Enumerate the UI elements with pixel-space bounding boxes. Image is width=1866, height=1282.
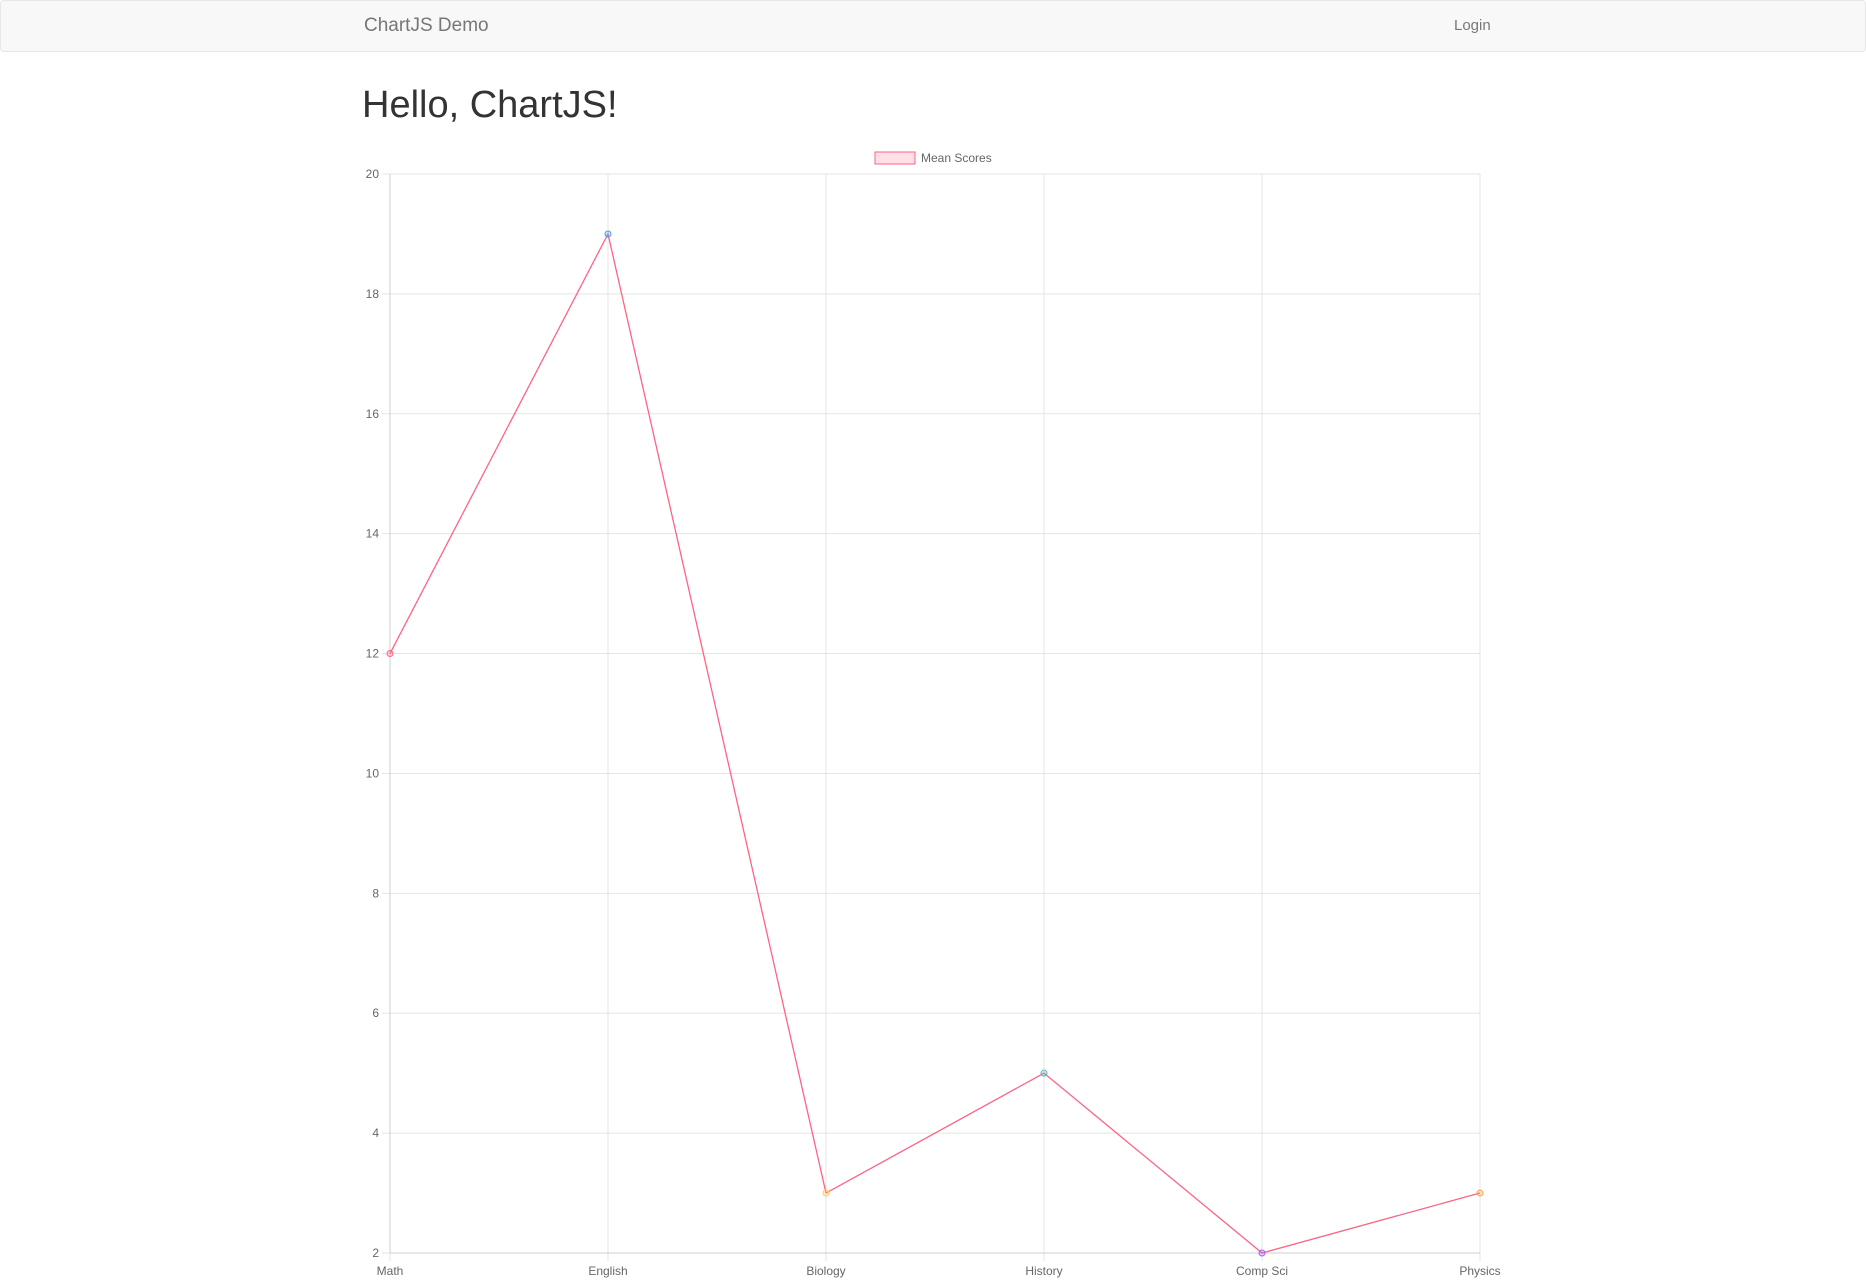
y-tick-label: 12 — [366, 647, 380, 661]
y-tick-label: 10 — [366, 766, 380, 780]
data-point — [1258, 1249, 1266, 1257]
data-point — [1476, 1189, 1484, 1197]
chart-grid — [382, 173, 1481, 1261]
y-tick-label: 2 — [372, 1246, 379, 1260]
series-line — [389, 232, 1481, 1254]
login-link[interactable]: Login — [1454, 17, 1491, 34]
navbar: ChartJS Demo Login — [0, 0, 1866, 52]
legend-label: Mean Scores — [921, 151, 992, 165]
data-point — [604, 230, 612, 238]
y-tick-label: 18 — [366, 287, 380, 301]
x-tick-label: English — [588, 1264, 627, 1278]
chart-axes: 2 4 6 8 10 12 14 16 18 20 Math English Biology Histor… — [366, 167, 1501, 1278]
y-tick-label: 4 — [372, 1126, 379, 1140]
data-point — [386, 650, 394, 658]
x-tick-label: Physics — [1459, 1264, 1500, 1278]
y-tick-label: 6 — [372, 1006, 379, 1020]
y-tick-label: 16 — [366, 407, 380, 421]
chart-legend[interactable]: Mean Scores — [874, 151, 992, 165]
chart-series — [386, 230, 1484, 1257]
x-tick-label: Comp Sci — [1236, 1264, 1288, 1278]
y-tick-label: 20 — [366, 167, 380, 181]
legend-swatch — [874, 151, 916, 165]
navbar-brand[interactable]: ChartJS Demo — [364, 15, 489, 36]
x-tick-label: History — [1025, 1264, 1062, 1278]
page-title: Hello, ChartJS! — [362, 84, 618, 126]
x-tick-label: Biology — [806, 1264, 845, 1278]
y-tick-label: 8 — [372, 886, 379, 900]
data-point — [1040, 1069, 1048, 1077]
x-tick-label: Math — [377, 1264, 404, 1278]
y-tick-label: 14 — [366, 527, 380, 541]
data-point — [822, 1189, 830, 1197]
